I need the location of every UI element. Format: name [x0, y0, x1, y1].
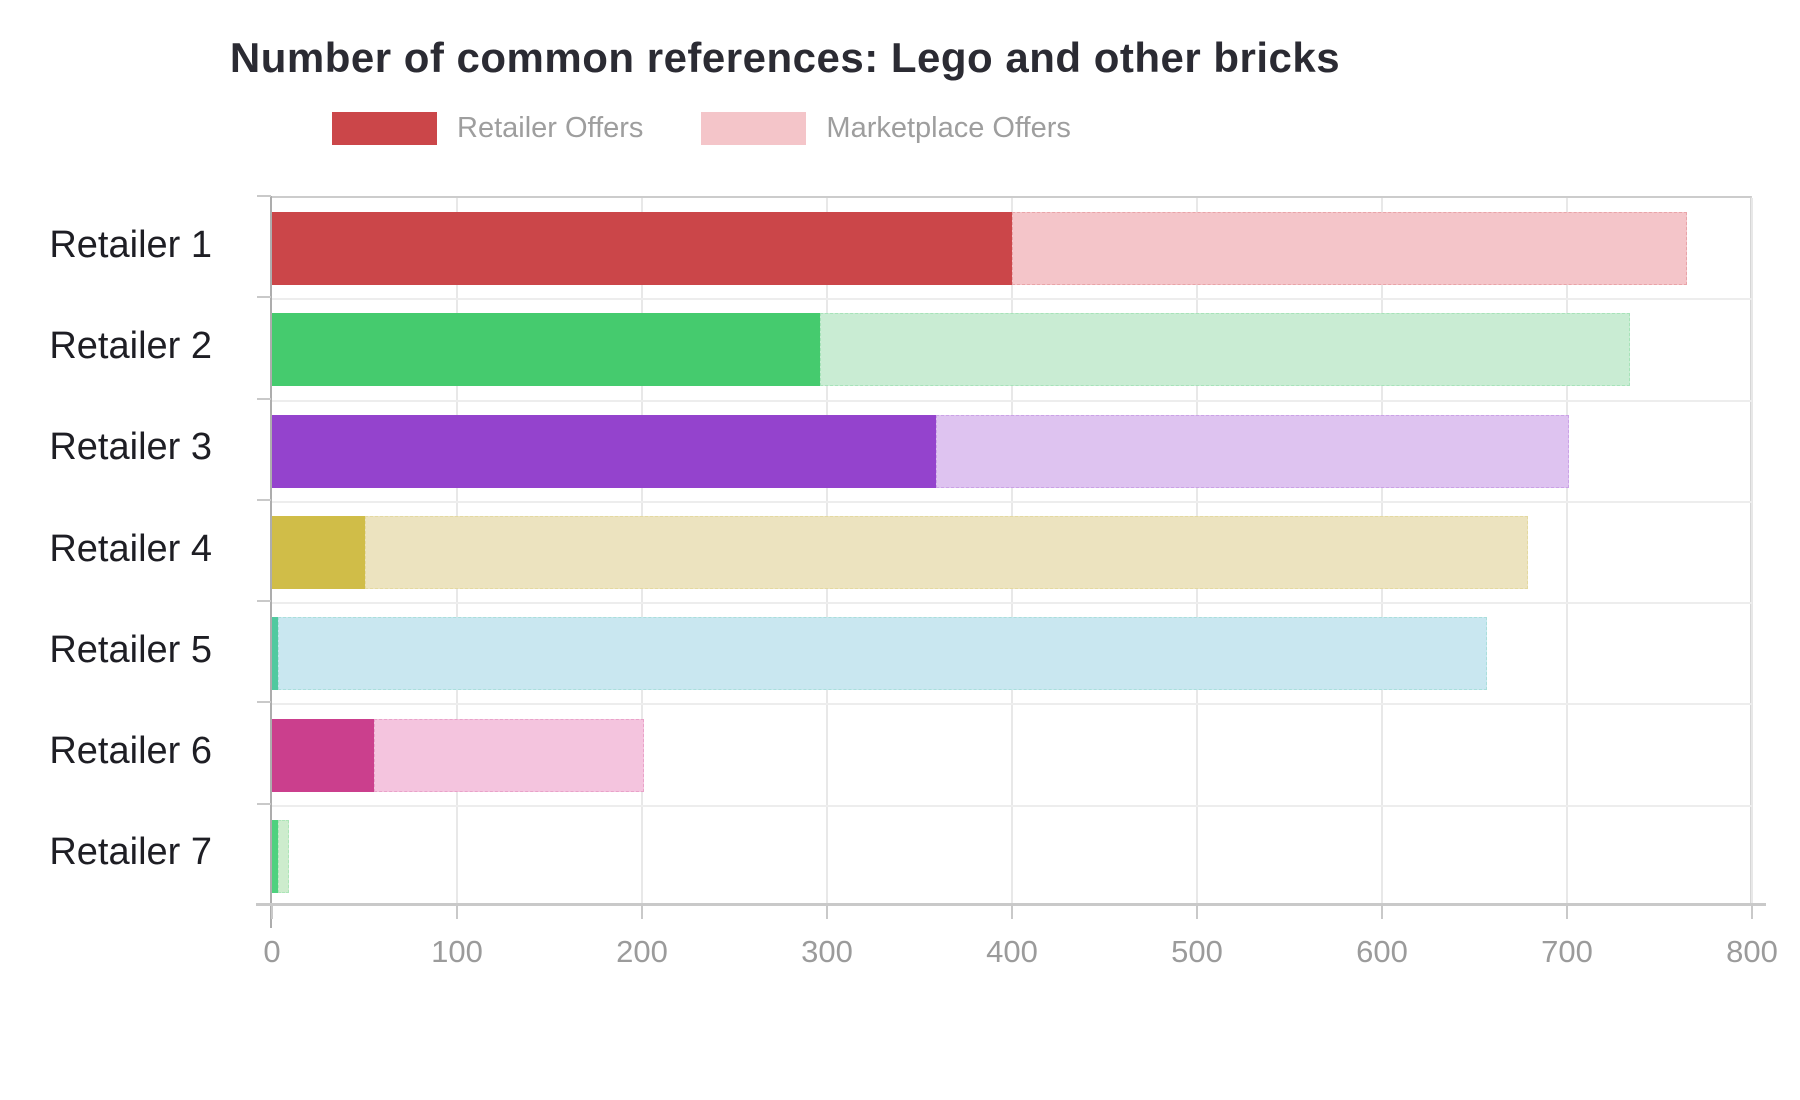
bar-segment-marketplace-offers	[936, 414, 1569, 488]
y-tick	[257, 397, 271, 400]
y-axis-label-2: Retailer 2	[49, 324, 212, 367]
x-tick-label-200: 200	[616, 934, 668, 969]
x-tick-100	[456, 905, 458, 919]
bar-segment-retailer-offers	[272, 414, 937, 488]
bar-segment-marketplace-offers	[364, 516, 1529, 589]
y-axis-label-4: Retailer 4	[49, 527, 212, 570]
legend-swatch-retailer-offers	[332, 111, 437, 145]
bar-row-3	[272, 414, 1569, 488]
row-separator	[272, 804, 1752, 807]
gridline-x-800	[1751, 198, 1753, 907]
x-tick-label-600: 600	[1356, 934, 1408, 969]
bar-segment-retailer-offers	[272, 313, 820, 387]
y-axis-line	[270, 196, 272, 928]
bar-segment-marketplace-offers	[277, 819, 289, 893]
y-axis-label-1: Retailer 1	[49, 223, 212, 266]
bar-segment-marketplace-offers	[819, 313, 1630, 387]
x-tick-400	[1011, 905, 1013, 919]
y-axis-label-7: Retailer 7	[49, 831, 212, 874]
y-tick	[257, 904, 271, 906]
row-separator	[272, 399, 1752, 402]
bar-segment-marketplace-offers	[277, 617, 1488, 691]
bar-segment-retailer-offers	[272, 212, 1012, 286]
x-tick-300	[826, 905, 828, 919]
chart-legend: Retailer Offers Marketplace Offers	[332, 110, 1129, 146]
y-tick	[257, 296, 271, 299]
bar-segment-retailer-offers	[272, 617, 278, 691]
x-axis-line	[256, 903, 1766, 906]
bar-row-4	[272, 516, 1529, 589]
bar-row-7	[272, 819, 289, 893]
bar-segment-retailer-offers	[272, 516, 365, 589]
legend-label-marketplace-offers: Marketplace Offers	[826, 111, 1071, 144]
x-tick-label-700: 700	[1541, 934, 1593, 969]
y-axis-label-6: Retailer 6	[49, 730, 212, 773]
x-tick-label-100: 100	[431, 934, 483, 969]
x-tick-800	[1751, 905, 1753, 919]
bar-row-2	[272, 313, 1630, 387]
y-tick	[257, 498, 271, 501]
y-axis-label-3: Retailer 3	[49, 426, 212, 469]
bar-row-1	[272, 212, 1688, 286]
row-separator	[272, 298, 1752, 301]
row-separator	[272, 602, 1752, 605]
bar-segment-marketplace-offers	[373, 718, 644, 792]
gridline-x-700	[1566, 198, 1568, 907]
x-tick-label-300: 300	[801, 934, 853, 969]
y-tick	[257, 701, 271, 704]
bar-segment-marketplace-offers	[1012, 212, 1688, 286]
x-tick-label-800: 800	[1726, 934, 1778, 969]
y-tick	[257, 802, 271, 805]
x-tick-700	[1566, 905, 1568, 919]
bar-row-6	[272, 718, 644, 792]
x-tick-label-500: 500	[1171, 934, 1223, 969]
y-axis-label-5: Retailer 5	[49, 628, 212, 671]
y-tick	[257, 195, 271, 197]
row-separator	[272, 703, 1752, 706]
x-tick-200	[641, 905, 643, 919]
legend-swatch-marketplace-offers	[701, 111, 807, 145]
chart-title: Number of common references: Lego and ot…	[229, 34, 1341, 81]
legend-label-retailer-offers: Retailer Offers	[457, 111, 644, 144]
x-tick-label-400: 400	[986, 934, 1038, 969]
x-tick-label-0: 0	[263, 934, 281, 969]
x-tick-600	[1381, 905, 1383, 919]
plot-area	[272, 196, 1753, 907]
x-tick-0	[271, 905, 273, 919]
x-tick-500	[1196, 905, 1198, 919]
bar-segment-retailer-offers	[272, 819, 278, 893]
bar-row-5	[272, 617, 1488, 691]
row-separator	[272, 500, 1752, 503]
y-tick	[257, 600, 271, 603]
bar-segment-retailer-offers	[272, 718, 374, 792]
